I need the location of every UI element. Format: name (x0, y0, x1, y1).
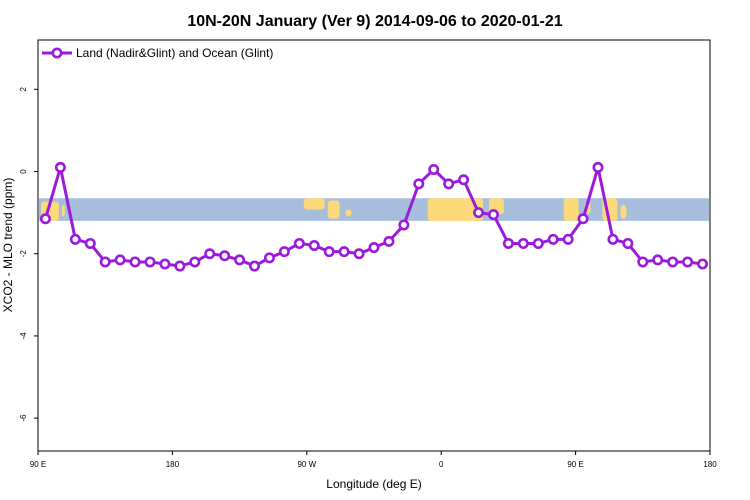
map-land (427, 198, 484, 221)
data-point (129, 256, 141, 268)
data-point (189, 256, 201, 268)
data-point (398, 219, 410, 231)
data-point (458, 174, 470, 186)
data-point (443, 178, 455, 190)
y-tick-label: -4 (19, 332, 28, 340)
data-point (84, 237, 96, 249)
data-point (338, 246, 350, 258)
data-point (174, 260, 186, 272)
data-point (487, 209, 499, 221)
data-point (263, 252, 275, 264)
data-point (353, 248, 365, 260)
data-point (39, 213, 51, 225)
map-land (327, 200, 340, 219)
data-point (532, 237, 544, 249)
data-point (159, 258, 171, 270)
data-point (54, 161, 66, 173)
y-tick-label: -6 (19, 414, 28, 422)
data-point (637, 256, 649, 268)
legend-marker-swatch (51, 47, 63, 59)
world-map-band (39, 198, 709, 221)
y-axis-label: XCO2 - MLO trend (ppm) (1, 178, 15, 313)
data-point (517, 237, 529, 249)
data-point (234, 254, 246, 266)
data-point (114, 254, 126, 266)
data-point (308, 240, 320, 252)
data-point (562, 233, 574, 245)
plot-frame (37, 39, 711, 452)
map-ocean (39, 198, 709, 221)
data-point (249, 260, 261, 272)
data-point (368, 242, 380, 254)
x-tick-label: 180 (166, 460, 180, 469)
data-point (293, 237, 305, 249)
data-point (278, 246, 290, 258)
data-point (204, 248, 216, 260)
data-point (592, 161, 604, 173)
data-point (577, 213, 589, 225)
data-point (144, 256, 156, 268)
x-tick-label: 90 E (567, 460, 583, 469)
y-tick-label: 2 (19, 87, 28, 92)
data-point (99, 256, 111, 268)
x-tick-label: 0 (439, 460, 444, 469)
map-land (563, 198, 579, 221)
data-point (473, 207, 485, 219)
data-point (622, 237, 634, 249)
data-point (428, 163, 440, 175)
data-point (502, 237, 514, 249)
data-point (547, 233, 559, 245)
data-point (323, 246, 335, 258)
x-axis-label: Longitude (deg E) (326, 477, 421, 491)
x-tick-label: 90 W (297, 460, 316, 469)
series-layer (39, 161, 709, 272)
chart-title: 10N-20N January (Ver 9) 2014-09-06 to 20… (187, 13, 562, 30)
data-point (652, 254, 664, 266)
data-point (219, 250, 231, 262)
map-land (345, 209, 352, 217)
data-point (383, 235, 395, 247)
legend: Land (Nadir&Glint) and Ocean (Glint) (42, 46, 273, 60)
data-point (69, 233, 81, 245)
data-point (413, 178, 425, 190)
data-point (697, 258, 709, 270)
x-tick-label: 180 (703, 460, 717, 469)
map-land (303, 198, 325, 210)
y-tick-label: 0 (19, 169, 28, 174)
x-axis: 90 E 180 90 W 0 90 E 180 (30, 451, 717, 469)
y-tick-label: -2 (19, 250, 28, 258)
data-point (667, 256, 679, 268)
map-land (61, 205, 65, 217)
x-tick-label: 90 E (30, 460, 46, 469)
y-axis: 2 0 -2 -4 -6 (19, 87, 38, 422)
data-point (682, 256, 694, 268)
data-point (607, 233, 619, 245)
map-land (620, 205, 627, 219)
legend-entry-land-ocean: Land (Nadir&Glint) and Ocean (Glint) (76, 46, 273, 60)
